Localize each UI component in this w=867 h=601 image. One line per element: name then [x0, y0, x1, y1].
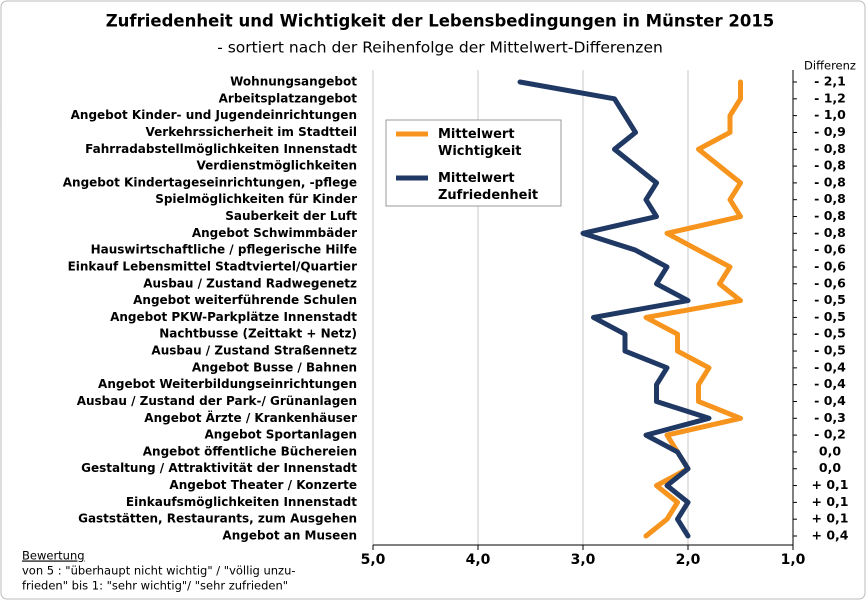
y-tick-label: Gestaltung / Attraktivität der Innenstad… — [81, 461, 357, 475]
y-tick-label: Einkauf Lebensmittel Stadtviertel/Quarti… — [68, 259, 358, 273]
difference-label: - 0,5 — [814, 326, 846, 341]
y-tick-label: Angebot öffentliche Büchereien — [143, 444, 357, 458]
y-tick-label: Verdienstmöglichkeiten — [197, 159, 358, 173]
x-tick-label: 3,0 — [571, 552, 596, 568]
difference-label: - 0,3 — [814, 410, 846, 425]
y-tick-label: Angebot Kinder- und Jugendeinrichtungen — [71, 108, 357, 122]
y-tick-label: Angebot Theater / Konzerte — [169, 478, 357, 492]
difference-label: - 2,1 — [814, 74, 846, 89]
legend-label: Mittelwert Zufriedenheit — [438, 171, 538, 203]
difference-label: - 0,8 — [814, 191, 846, 206]
difference-label: - 0,8 — [814, 141, 846, 156]
difference-label: + 0,1 — [812, 511, 849, 526]
y-tick-label: Spielmöglichkeiten für Kinder — [155, 192, 357, 206]
note-heading: Bewertung — [22, 549, 85, 563]
difference-label: - 0,8 — [814, 174, 846, 189]
difference-label: + 0,4 — [812, 528, 849, 543]
y-tick-label: Hauswirtschaftliche / pflegerische Hilfe — [91, 243, 357, 257]
y-tick-label: Angebot Sportanlagen — [204, 428, 357, 442]
difference-label: - 0,6 — [814, 275, 846, 290]
difference-label: - 0,8 — [814, 225, 846, 240]
y-tick-label: Gaststätten, Restaurants, zum Ausgehen — [78, 512, 357, 526]
difference-label: - 1,2 — [814, 90, 846, 105]
difference-label: - 0,5 — [814, 292, 846, 307]
y-tick-label: Angebot weiterführende Schulen — [133, 293, 357, 307]
difference-label: 0,0 — [819, 443, 841, 458]
y-tick-label: Einkaufsmöglichkeiten Innenstadt — [126, 495, 357, 509]
chart-subtitle: - sortiert nach der Reihenfolge der Mitt… — [217, 39, 663, 57]
difference-label: - 0,2 — [814, 427, 846, 442]
difference-label: + 0,1 — [812, 494, 849, 509]
difference-label: - 0,4 — [814, 376, 846, 391]
difference-label: - 0,5 — [814, 309, 846, 324]
y-tick-label: Ausbau / Zustand Radwegenetz — [143, 276, 357, 290]
x-tick-label: 2,0 — [676, 552, 701, 568]
y-tick-label: Sauberkeit der Luft — [225, 209, 357, 223]
y-tick-label: Verkehrssicherheit im Stadtteil — [146, 125, 357, 139]
note-line: von 5 : "überhaupt nicht wichtig" / "völ… — [22, 564, 296, 578]
y-tick-label: Angebot PKW-Parkplätze Innenstadt — [110, 310, 357, 324]
y-tick-label: Ausbau / Zustand der Park-/ Grünanlagen — [77, 394, 357, 408]
y-tick-label: Fahrradabstellmöglichkeiten Innenstadt — [85, 142, 357, 156]
chart-title: Zufriedenheit und Wichtigkeit der Lebens… — [106, 12, 775, 31]
difference-label: - 0,4 — [814, 359, 846, 374]
y-tick-label: Nachtbusse (Zeittakt + Netz) — [159, 327, 357, 341]
difference-label: - 0,8 — [814, 158, 846, 173]
difference-label: - 0,9 — [814, 124, 846, 139]
y-tick-label: Angebot Kindertageseinrichtungen, -pfleg… — [63, 175, 357, 189]
y-tick-label: Ausbau / Zustand Straßennetz — [151, 344, 357, 358]
difference-label: + 0,1 — [812, 477, 849, 492]
legend-label: Mittelwert Wichtigkeit — [438, 127, 522, 159]
note-line: frieden" bis 1: "sehr wichtig"/ "sehr zu… — [22, 579, 288, 593]
y-tick-label: Angebot Ärzte / Krankenhäuser — [144, 410, 357, 425]
y-tick-label: Angebot an Museen — [222, 529, 357, 543]
y-tick-label: Angebot Busse / Bahnen — [192, 360, 357, 374]
x-tick-label: 5,0 — [361, 552, 386, 568]
difference-label: - 0,4 — [814, 393, 846, 408]
difference-label: - 0,6 — [814, 258, 846, 273]
y-tick-label: Arbeitsplatzangebot — [219, 91, 358, 105]
difference-label: - 1,0 — [814, 107, 846, 122]
x-tick-label: 1,0 — [781, 552, 806, 568]
difference-header: Differenz — [804, 59, 856, 73]
y-tick-label: Wohnungsangebot — [230, 75, 357, 89]
difference-label: - 0,6 — [814, 242, 846, 257]
series-line — [517, 79, 712, 539]
y-tick-label: Angebot Weiterbildungseinrichtungen — [98, 377, 357, 391]
difference-label: 0,0 — [819, 460, 841, 475]
y-tick-label: Angebot Schwimmbäder — [192, 226, 357, 240]
difference-label: - 0,5 — [814, 343, 846, 358]
difference-label: - 0,8 — [814, 208, 846, 223]
x-tick-label: 4,0 — [466, 552, 491, 568]
